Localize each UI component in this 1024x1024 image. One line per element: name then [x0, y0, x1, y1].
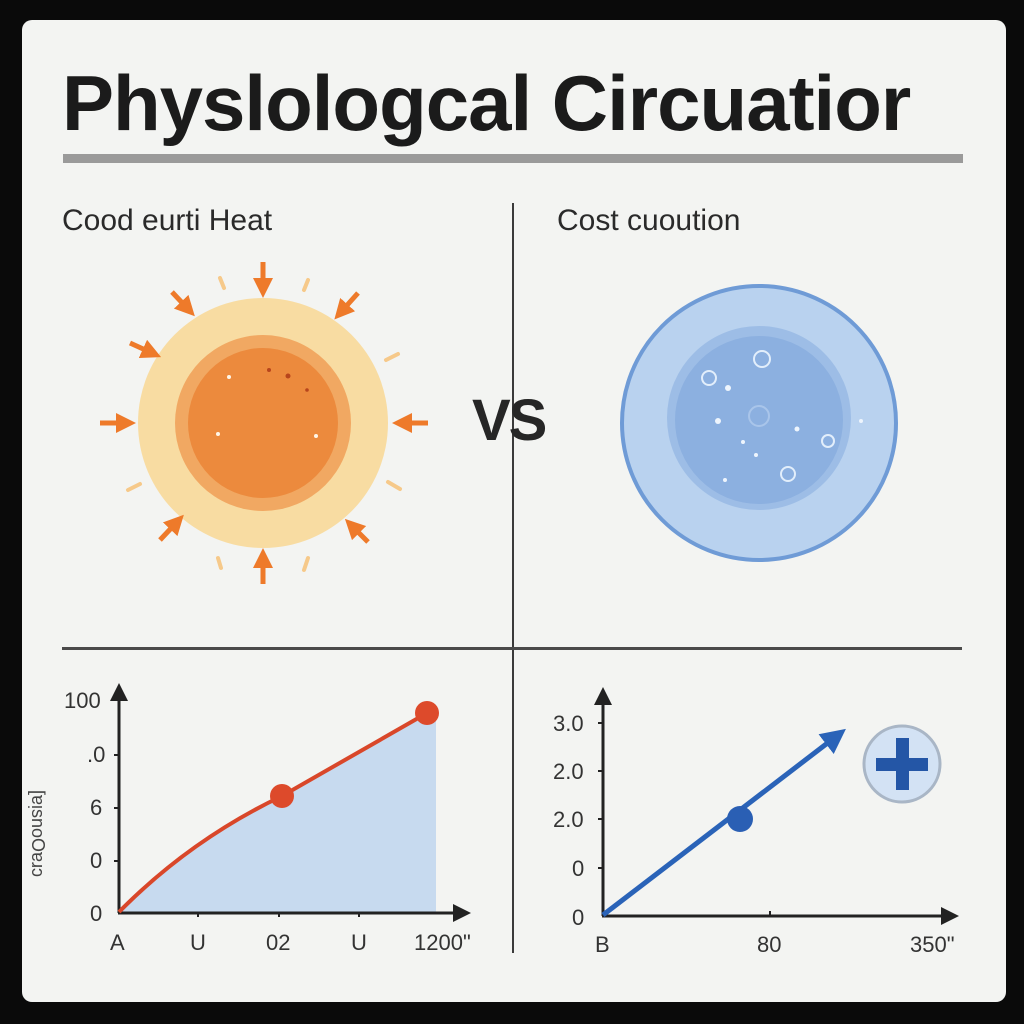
y-tick: 0 [90, 848, 103, 873]
data-point [270, 784, 294, 808]
x-tick: 80 [757, 932, 782, 957]
left-panel-heading: Cood eurti Heat [62, 204, 273, 237]
y-tick: 3.0 [553, 711, 584, 736]
y-tick: 2.0 [553, 759, 584, 784]
y-tick: 6 [90, 795, 103, 820]
page-title: Physlologcal Circuatior [62, 59, 911, 147]
heat-line [117, 711, 428, 914]
y-tick: 100 [64, 688, 101, 713]
x-tick: 350" [910, 932, 955, 957]
cold-line [601, 728, 846, 917]
y-tick: 0 [572, 905, 585, 930]
plus-badge-icon [862, 724, 942, 804]
vertical-divider [512, 203, 514, 953]
x-tick: B [595, 932, 610, 957]
y-tick: 0 [90, 901, 103, 926]
horizontal-divider [62, 647, 962, 650]
y-tick: .0 [87, 742, 106, 767]
y-tick: 2.0 [553, 807, 584, 832]
right-panel-heading: Cost cuoution [557, 204, 741, 237]
title-underline [63, 154, 963, 163]
area-fill [119, 713, 436, 912]
y-axis-label: [ɐᴉsnoOɐɹɔ [28, 790, 48, 878]
x-tick: 02 [266, 930, 291, 955]
data-point [415, 701, 439, 725]
x-tick: 1200" [414, 930, 471, 955]
x-tick: U [351, 930, 367, 955]
x-tick: A [110, 930, 125, 955]
x-tick: U [190, 930, 206, 955]
versus-label: VS [472, 388, 547, 453]
y-tick: 0 [572, 856, 585, 881]
data-point [727, 806, 753, 832]
